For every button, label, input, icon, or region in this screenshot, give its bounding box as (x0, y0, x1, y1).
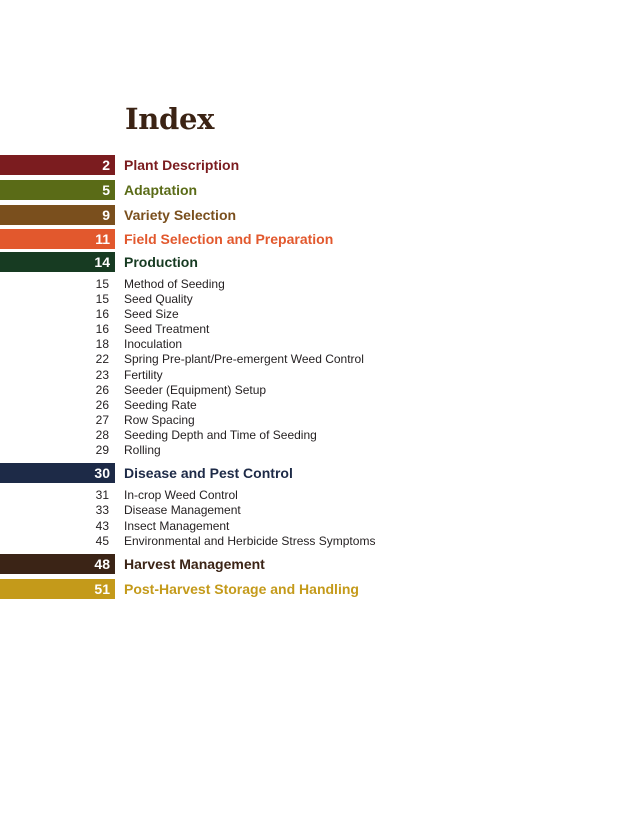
sub-entry-label: Seed Size (124, 307, 179, 321)
page-number: 30 (94, 465, 110, 481)
page-number: 15 (95, 277, 109, 291)
section-label: Field Selection and Preparation (124, 231, 334, 247)
page-number: 48 (94, 556, 110, 572)
page-number: 14 (94, 254, 110, 270)
page-number: 28 (95, 428, 109, 442)
page-number: 11 (95, 231, 110, 247)
page-title: Index (125, 102, 215, 136)
index-entry-plant-description[interactable]: 2 Plant Description (0, 155, 638, 175)
index-entry-adaptation[interactable]: 5 Adaptation (0, 180, 638, 200)
page-number: 33 (95, 503, 109, 517)
index-entry-variety-selection[interactable]: 9 Variety Selection (0, 205, 638, 225)
sub-entry-label: Seeding Rate (124, 398, 197, 412)
sub-entry[interactable]: 15 Method of Seeding (0, 277, 638, 292)
sub-entry-label: Row Spacing (124, 413, 195, 427)
section-color-bar: 9 (0, 205, 115, 225)
page-number: 15 (95, 292, 109, 306)
sub-entry-label: Environmental and Herbicide Stress Sympt… (124, 534, 376, 548)
sub-entry[interactable]: 22 Spring Pre-plant/Pre-emergent Weed Co… (0, 352, 638, 367)
page-number: 2 (102, 157, 110, 173)
section-color-bar: 14 (0, 252, 115, 272)
page-number: 26 (95, 398, 109, 412)
sub-entry-label: Insect Management (124, 519, 230, 533)
sub-entry[interactable]: 16 Seed Treatment (0, 322, 638, 337)
page-number: 45 (95, 534, 109, 548)
sub-entry[interactable]: 33 Disease Management (0, 503, 638, 518)
sub-entry-label: Seeder (Equipment) Setup (124, 383, 267, 397)
sub-entry-label: Seeding Depth and Time of Seeding (124, 428, 317, 442)
sub-entry[interactable]: 28 Seeding Depth and Time of Seeding (0, 428, 638, 443)
page-number: 23 (95, 368, 109, 382)
index-entry-field-selection[interactable]: 11 Field Selection and Preparation (0, 229, 638, 249)
sub-entry[interactable]: 27 Row Spacing (0, 413, 638, 428)
section-label: Production (124, 254, 198, 270)
index-entry-production[interactable]: 14 Production (0, 252, 638, 272)
sub-entry[interactable]: 31 In-crop Weed Control (0, 488, 638, 503)
sub-entry-label: In-crop Weed Control (124, 488, 238, 502)
section-label: Variety Selection (124, 207, 237, 223)
sub-entry[interactable]: 29 Rolling (0, 443, 638, 458)
section-color-bar: 5 (0, 180, 115, 200)
sub-entry-label: Method of Seeding (124, 277, 225, 291)
section-color-bar: 48 (0, 554, 115, 574)
sub-entry[interactable]: 26 Seeder (Equipment) Setup (0, 383, 638, 398)
section-color-bar: 2 (0, 155, 115, 175)
section-color-bar: 51 (0, 579, 115, 599)
sub-entry[interactable]: 16 Seed Size (0, 307, 638, 322)
sub-entry-label: Disease Management (124, 503, 241, 517)
page-number: 26 (95, 383, 109, 397)
sub-entry-label: Inoculation (124, 337, 183, 351)
page-number: 5 (102, 182, 110, 198)
section-label: Adaptation (124, 182, 198, 198)
section-label: Post-Harvest Storage and Handling (124, 581, 359, 597)
page-number: 51 (94, 581, 110, 597)
page-number: 18 (95, 337, 109, 351)
sub-entry-label: Rolling (124, 443, 161, 457)
section-color-bar: 11 (0, 229, 115, 249)
page-number: 27 (95, 413, 109, 427)
page-number: 43 (95, 519, 109, 533)
page-number: 16 (95, 322, 109, 336)
section-label: Plant Description (124, 157, 240, 173)
sub-entry[interactable]: 45 Environmental and Herbicide Stress Sy… (0, 534, 638, 549)
index-entry-post-harvest[interactable]: 51 Post-Harvest Storage and Handling (0, 579, 638, 599)
page-number: 29 (95, 443, 109, 457)
sub-entry[interactable]: 18 Inoculation (0, 337, 638, 352)
index-entry-harvest-management[interactable]: 48 Harvest Management (0, 554, 638, 574)
index-entry-disease-and-pest-control[interactable]: 30 Disease and Pest Control (0, 463, 638, 483)
section-label: Disease and Pest Control (124, 465, 293, 481)
section-color-bar: 30 (0, 463, 115, 483)
sub-entry[interactable]: 43 Insect Management (0, 519, 638, 534)
sub-entry-label: Seed Treatment (124, 322, 210, 336)
section-label: Harvest Management (124, 556, 265, 572)
sub-entry-label: Seed Quality (124, 292, 193, 306)
sub-entry-label: Fertility (124, 368, 163, 382)
sub-entry[interactable]: 23 Fertility (0, 368, 638, 383)
sub-entry-label: Spring Pre-plant/Pre-emergent Weed Contr… (124, 352, 364, 366)
sub-entry[interactable]: 15 Seed Quality (0, 292, 638, 307)
page-number: 9 (102, 207, 110, 223)
sub-entry[interactable]: 26 Seeding Rate (0, 398, 638, 413)
page-number: 22 (95, 352, 109, 366)
page-number: 16 (95, 307, 109, 321)
page-number: 31 (95, 488, 109, 502)
